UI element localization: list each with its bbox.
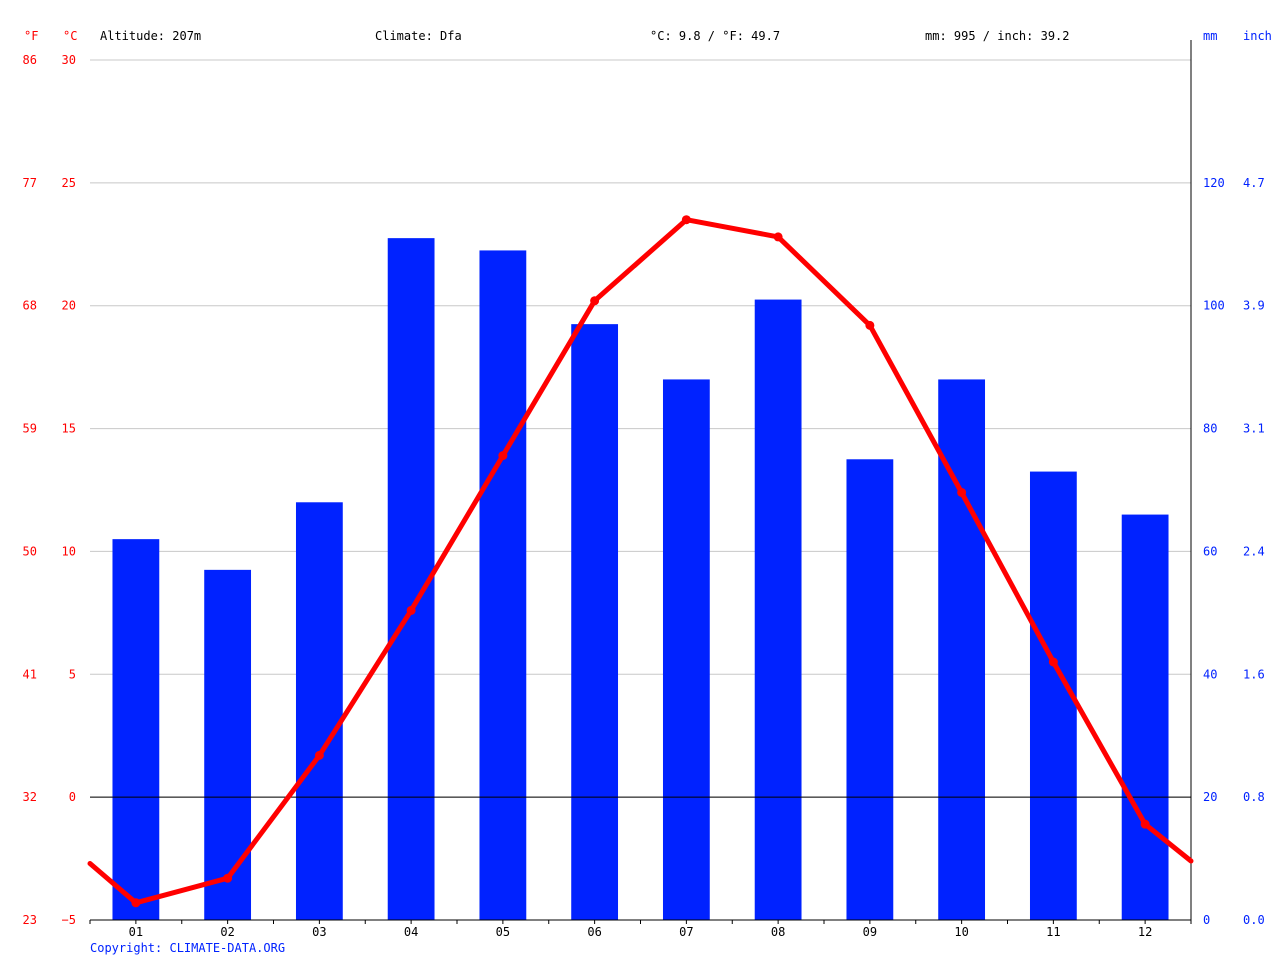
header: °F °C Altitude: 207m Climate: Dfa °C: 9.… bbox=[24, 29, 1272, 43]
precipitation-bar bbox=[846, 459, 894, 920]
precipitation-bar bbox=[387, 238, 435, 921]
total-precipitation-label: mm: 995 / inch: 39.2 bbox=[925, 29, 1070, 43]
month-tick-label: 08 bbox=[771, 925, 785, 939]
temperature-point bbox=[681, 215, 691, 225]
inch-tick-label: 0.0 bbox=[1243, 913, 1265, 927]
month-tick-label: 12 bbox=[1138, 925, 1152, 939]
temperature-point bbox=[314, 750, 324, 760]
temperature-point bbox=[223, 873, 233, 883]
month-tick-label: 10 bbox=[954, 925, 968, 939]
precipitation-bar bbox=[204, 569, 252, 920]
mm-tick-label: 100 bbox=[1203, 299, 1225, 313]
temperature-point bbox=[773, 232, 783, 242]
fahrenheit-tick-label: 32 bbox=[23, 790, 37, 804]
month-tick-label: 02 bbox=[220, 925, 234, 939]
celsius-tick-label: 0 bbox=[69, 790, 76, 804]
precipitation-bar bbox=[1121, 514, 1169, 920]
fahrenheit-tick-label: 41 bbox=[23, 667, 37, 681]
fahrenheit-tick-label: 86 bbox=[23, 53, 37, 67]
fahrenheit-tick-label: 59 bbox=[23, 422, 37, 436]
precipitation-bar bbox=[662, 379, 710, 920]
temperature-point bbox=[590, 296, 600, 306]
temperature-point bbox=[865, 320, 875, 330]
celsius-tick-label: −5 bbox=[62, 913, 76, 927]
fahrenheit-unit-label: °F bbox=[24, 29, 38, 43]
month-tick-label: 01 bbox=[129, 925, 143, 939]
inch-unit-label: inch bbox=[1243, 29, 1272, 43]
precipitation-bar bbox=[1029, 471, 1077, 920]
inch-tick-label: 3.9 bbox=[1243, 299, 1265, 313]
precipitation-bars bbox=[112, 238, 1169, 921]
axes bbox=[89, 40, 1192, 924]
mm-unit-label: mm bbox=[1203, 29, 1217, 43]
celsius-tick-label: 5 bbox=[69, 667, 76, 681]
temperature-point bbox=[1140, 819, 1150, 829]
mm-tick-label: 0 bbox=[1203, 913, 1210, 927]
month-tick-label: 05 bbox=[496, 925, 510, 939]
celsius-tick-label: 15 bbox=[62, 422, 76, 436]
month-tick-label: 09 bbox=[863, 925, 877, 939]
temperature-series-line bbox=[87, 217, 1194, 906]
month-tick-label: 11 bbox=[1046, 925, 1060, 939]
average-temperature-label: °C: 9.8 / °F: 49.7 bbox=[650, 29, 780, 43]
inch-tick-label: 0.8 bbox=[1243, 790, 1265, 804]
altitude-label: Altitude: 207m bbox=[100, 29, 201, 43]
mm-tick-label: 60 bbox=[1203, 544, 1217, 558]
temperature-line bbox=[87, 215, 1194, 908]
month-tick-label: 04 bbox=[404, 925, 418, 939]
celsius-tick-label: 10 bbox=[62, 544, 76, 558]
inch-tick-label: 1.6 bbox=[1243, 667, 1265, 681]
climate-label: Climate: Dfa bbox=[375, 29, 462, 43]
inch-tick-label: 2.4 bbox=[1243, 544, 1265, 558]
month-tick-label: 03 bbox=[312, 925, 326, 939]
temperature-point bbox=[131, 898, 141, 908]
celsius-unit-label: °C bbox=[63, 29, 77, 43]
temperature-point bbox=[498, 451, 508, 461]
inch-tick-label: 3.1 bbox=[1243, 422, 1265, 436]
precipitation-bar bbox=[571, 324, 619, 921]
precipitation-bar bbox=[295, 502, 343, 920]
mm-tick-label: 20 bbox=[1203, 790, 1217, 804]
celsius-tick-label: 20 bbox=[62, 299, 76, 313]
precipitation-bar bbox=[938, 379, 986, 920]
inch-tick-label: 4.7 bbox=[1243, 176, 1265, 190]
mm-tick-label: 40 bbox=[1203, 667, 1217, 681]
precipitation-bar bbox=[754, 299, 802, 921]
celsius-tick-label: 30 bbox=[62, 53, 76, 67]
celsius-tick-label: 25 bbox=[62, 176, 76, 190]
copyright-link[interactable]: Copyright: CLIMATE-DATA.ORG bbox=[90, 941, 285, 955]
temperature-point bbox=[1048, 657, 1058, 667]
fahrenheit-tick-label: 68 bbox=[23, 299, 37, 313]
month-tick-label: 07 bbox=[679, 925, 693, 939]
month-tick-label: 06 bbox=[587, 925, 601, 939]
grid-lines bbox=[90, 59, 1191, 921]
mm-tick-label: 120 bbox=[1203, 176, 1225, 190]
fahrenheit-tick-label: 23 bbox=[23, 913, 37, 927]
fahrenheit-tick-label: 77 bbox=[23, 176, 37, 190]
fahrenheit-tick-label: 50 bbox=[23, 544, 37, 558]
mm-tick-label: 80 bbox=[1203, 422, 1217, 436]
precipitation-bar bbox=[479, 250, 527, 920]
temperature-point bbox=[406, 605, 416, 615]
precipitation-bar bbox=[112, 539, 160, 920]
temperature-point bbox=[957, 487, 967, 497]
